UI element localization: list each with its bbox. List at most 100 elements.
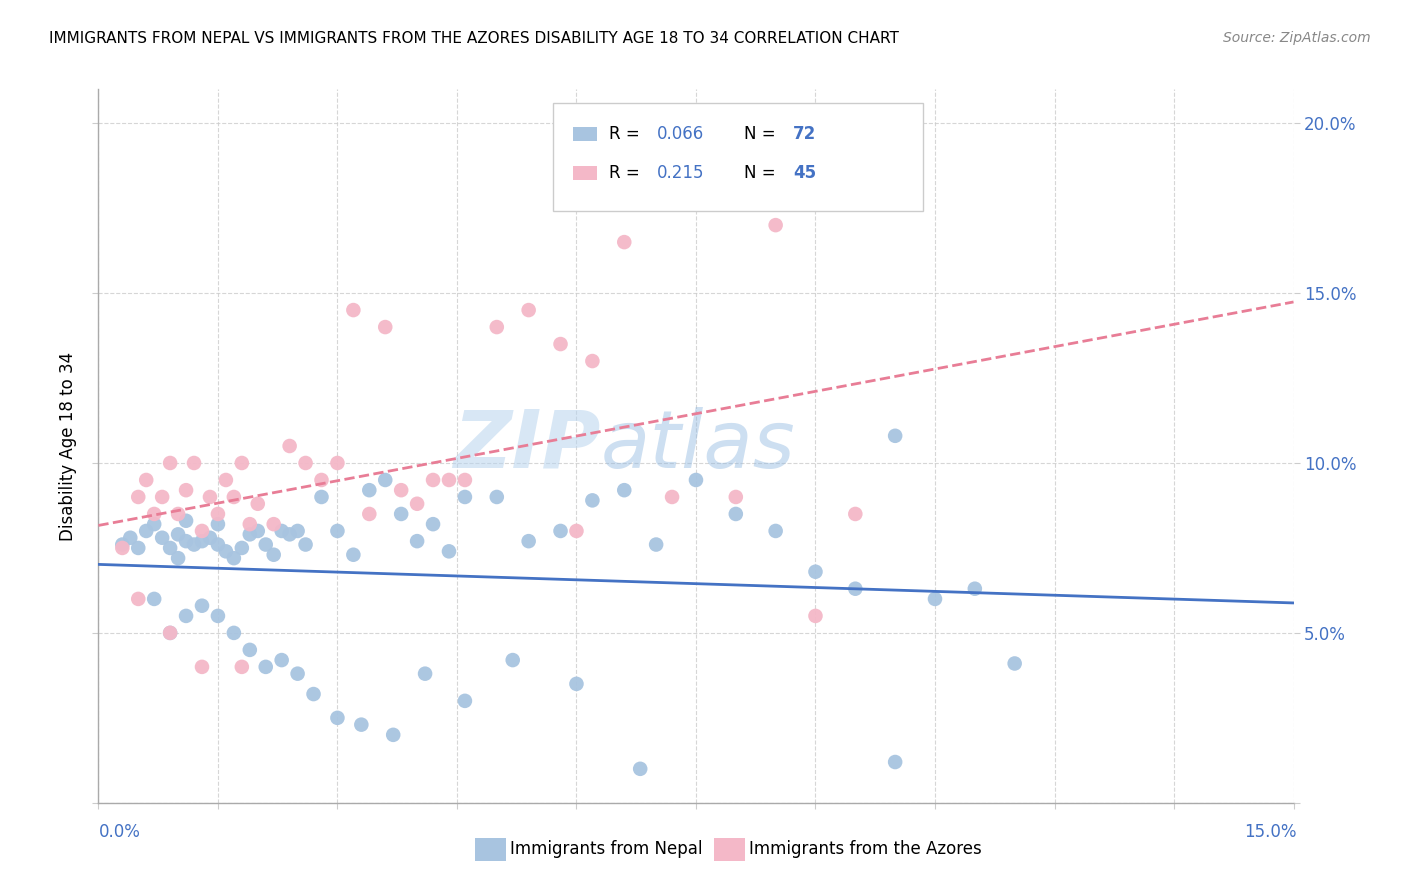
Point <box>198 490 221 504</box>
Point <box>207 608 229 623</box>
Point <box>613 483 636 498</box>
Point <box>278 439 301 453</box>
Point <box>422 473 444 487</box>
Point <box>207 537 229 551</box>
Text: IMMIGRANTS FROM NEPAL VS IMMIGRANTS FROM THE AZORES DISABILITY AGE 18 TO 34 CORR: IMMIGRANTS FROM NEPAL VS IMMIGRANTS FROM… <box>49 31 898 46</box>
Point <box>191 599 214 613</box>
FancyBboxPatch shape <box>553 103 922 211</box>
Text: 15.0%: 15.0% <box>1244 823 1296 841</box>
Text: R =: R = <box>609 164 645 182</box>
Point <box>924 591 946 606</box>
Point <box>127 541 149 555</box>
Point <box>239 517 262 532</box>
Text: R =: R = <box>609 125 645 143</box>
Point <box>191 534 214 549</box>
Point <box>207 507 229 521</box>
Point <box>454 694 477 708</box>
Point <box>485 490 508 504</box>
Point <box>120 531 142 545</box>
Point <box>143 517 166 532</box>
Point <box>270 653 292 667</box>
Point <box>389 483 412 498</box>
Point <box>374 320 396 334</box>
Point <box>263 548 285 562</box>
Text: Immigrants from Nepal: Immigrants from Nepal <box>510 840 703 858</box>
Point <box>127 490 149 504</box>
Point <box>359 507 381 521</box>
Text: 45: 45 <box>793 164 815 182</box>
Point <box>406 534 429 549</box>
Point <box>382 728 405 742</box>
Text: atlas: atlas <box>600 407 796 485</box>
Text: ZIP: ZIP <box>453 407 600 485</box>
Point <box>844 582 866 596</box>
Point <box>183 456 205 470</box>
Point <box>661 490 683 504</box>
Point <box>215 473 238 487</box>
Point <box>311 473 333 487</box>
Point <box>135 524 157 538</box>
Point <box>374 473 396 487</box>
Point <box>359 483 381 498</box>
Point <box>804 608 827 623</box>
Point <box>150 531 173 545</box>
Point <box>565 677 588 691</box>
Point <box>246 497 269 511</box>
Point <box>765 524 787 538</box>
Point <box>159 456 181 470</box>
Point <box>287 524 309 538</box>
Point <box>222 551 245 566</box>
Text: 0.0%: 0.0% <box>98 823 141 841</box>
Point <box>254 660 277 674</box>
Point <box>1004 657 1026 671</box>
Point <box>231 660 253 674</box>
Point <box>454 490 477 504</box>
Point <box>294 537 316 551</box>
Point <box>550 524 572 538</box>
Point <box>127 591 149 606</box>
Point <box>231 456 253 470</box>
Point <box>111 541 134 555</box>
Point <box>143 591 166 606</box>
Point <box>254 537 277 551</box>
Point <box>191 524 214 538</box>
Point <box>406 497 429 511</box>
Point <box>565 524 588 538</box>
Point <box>844 507 866 521</box>
FancyBboxPatch shape <box>572 127 596 141</box>
Point <box>159 626 181 640</box>
Text: 0.066: 0.066 <box>657 125 704 143</box>
Point <box>222 626 245 640</box>
Point <box>174 608 197 623</box>
Point <box>287 666 309 681</box>
Point <box>311 490 333 504</box>
Point <box>222 490 245 504</box>
Point <box>389 507 412 521</box>
Text: 0.215: 0.215 <box>657 164 704 182</box>
Point <box>884 429 907 443</box>
Point <box>963 582 986 596</box>
Point <box>413 666 436 681</box>
Text: N =: N = <box>744 164 780 182</box>
Point <box>613 235 636 249</box>
Point <box>167 551 190 566</box>
Point <box>246 524 269 538</box>
Point <box>174 514 197 528</box>
Point <box>263 517 285 532</box>
Point <box>167 507 190 521</box>
Point <box>302 687 325 701</box>
Point <box>581 354 603 368</box>
Point <box>645 537 668 551</box>
Point <box>517 534 540 549</box>
Point <box>135 473 157 487</box>
Point <box>167 527 190 541</box>
Point <box>215 544 238 558</box>
Point <box>239 643 262 657</box>
Point <box>550 337 572 351</box>
Point <box>724 507 747 521</box>
Text: 72: 72 <box>793 125 815 143</box>
Point <box>198 531 221 545</box>
Point <box>239 527 262 541</box>
FancyBboxPatch shape <box>572 166 596 180</box>
Point <box>765 218 787 232</box>
